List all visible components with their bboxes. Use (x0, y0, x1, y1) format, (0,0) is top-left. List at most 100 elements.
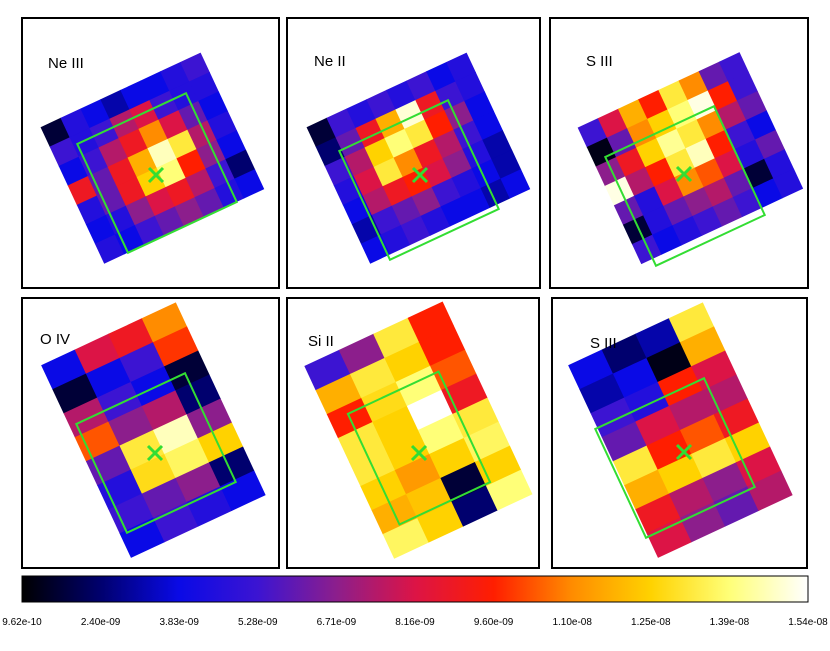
heatmap-cell (657, 366, 704, 407)
heatmap-cell (154, 206, 185, 236)
heatmap-cell (482, 130, 513, 160)
heatmap-cell (382, 517, 430, 559)
heatmap-cell (668, 390, 715, 431)
heatmap-cell (108, 405, 154, 447)
heatmap-cell (606, 128, 637, 158)
center-marker-x (410, 444, 428, 462)
panel-frame (549, 17, 809, 289)
heatmap-cell (678, 70, 709, 101)
heatmap-cell (405, 477, 453, 519)
aperture-box (337, 98, 501, 262)
heatmap-cell (351, 214, 382, 245)
heatmap-cell (645, 157, 676, 188)
heatmap-cell (141, 390, 188, 431)
heatmap-cell (158, 110, 189, 140)
heatmap-cell (342, 195, 373, 225)
colorbar-tick-label: 6.71e-09 (317, 617, 357, 628)
center-marker-x (675, 443, 693, 461)
heatmap-cell (160, 61, 190, 92)
heatmap-cell (406, 71, 437, 101)
heatmap-cell (125, 196, 156, 226)
heatmap-cell (394, 453, 442, 495)
heatmap-cell (568, 349, 614, 390)
heatmap-cell (433, 129, 464, 159)
heatmap-cell (152, 326, 199, 367)
heatmap-cell (129, 99, 160, 130)
heatmap-cell (647, 109, 678, 139)
heatmap-cell (745, 110, 776, 141)
heatmap-cell (764, 149, 795, 179)
heatmap-cell (724, 422, 771, 463)
heatmap-cell (333, 175, 364, 206)
panel-label: Ne II (314, 53, 346, 70)
heatmap-cell (120, 80, 151, 110)
heatmap-cell (109, 109, 140, 139)
heatmap-cell (119, 429, 165, 471)
heatmap-cell (40, 117, 71, 148)
heatmap-cell (384, 128, 415, 159)
heatmap-cell (712, 196, 743, 227)
heatmap-cell (49, 137, 80, 167)
panel-label: S III (586, 53, 613, 70)
colorbar-tick-label: 1.10e-08 (552, 617, 592, 628)
heatmap-cell (220, 470, 266, 511)
heatmap-cell (638, 89, 669, 120)
heatmap-cell (635, 493, 681, 534)
heatmap-cell (627, 118, 658, 149)
heatmap-cell (87, 166, 118, 197)
panel-label: O IV (40, 331, 70, 348)
heatmap-cell (180, 52, 210, 83)
colorbar-border (21, 575, 809, 603)
heatmap-cell (41, 349, 87, 390)
panel: Ne II (286, 17, 541, 289)
heatmap-cell (404, 119, 435, 149)
heatmap-cell (153, 501, 199, 543)
heatmap-cell (652, 225, 683, 255)
heatmap-cell (455, 72, 485, 102)
heatmap-cell (186, 486, 233, 527)
heatmap-cell (185, 168, 216, 198)
heatmap-cell (656, 128, 687, 159)
heatmap-cell (366, 89, 397, 120)
heatmap-cell (107, 157, 138, 187)
heatmap-cell (167, 129, 198, 159)
colorbar-tick-label: 1.54e-08 (788, 617, 828, 628)
heatmap-cell (716, 100, 747, 131)
panel-frame (21, 297, 280, 569)
center-marker-x (147, 166, 165, 184)
heatmap-cell (643, 205, 674, 236)
heatmap-cell (743, 158, 774, 189)
heatmap-cell (702, 374, 748, 415)
panel-label: Si II (308, 333, 334, 350)
heatmap-cell (429, 437, 476, 479)
heatmap-cell (646, 429, 692, 471)
heatmap-cell (624, 469, 670, 510)
heatmap-cell (364, 137, 395, 168)
heatmap-cell (52, 373, 98, 414)
heatmap-cell (703, 177, 734, 208)
heatmap-cell (114, 224, 145, 255)
heatmap-cell (624, 166, 655, 197)
heatmap-cell (60, 108, 91, 138)
heatmap-cell (315, 373, 362, 415)
heatmap-cell (380, 224, 411, 255)
heatmap-cell (108, 318, 154, 359)
heatmap-cell (694, 158, 725, 188)
heatmap-cell (360, 234, 391, 264)
aperture-box (593, 376, 757, 540)
heatmap-cell (175, 462, 221, 503)
heatmap-cell (680, 501, 726, 543)
heatmap-cell (141, 302, 188, 343)
heatmap-cell (707, 80, 738, 111)
heatmap-cell (85, 445, 132, 486)
heatmap-cell (373, 317, 420, 359)
heatmap-cell (176, 148, 207, 179)
center-marker-x (146, 444, 164, 462)
heatmap-grid (304, 301, 533, 559)
heatmap-cell (418, 325, 466, 367)
heatmap-cell (672, 215, 703, 246)
colorbar-tick-label: 2.40e-09 (81, 617, 121, 628)
heatmap-cell (440, 196, 471, 227)
center-marker-x (675, 165, 693, 183)
